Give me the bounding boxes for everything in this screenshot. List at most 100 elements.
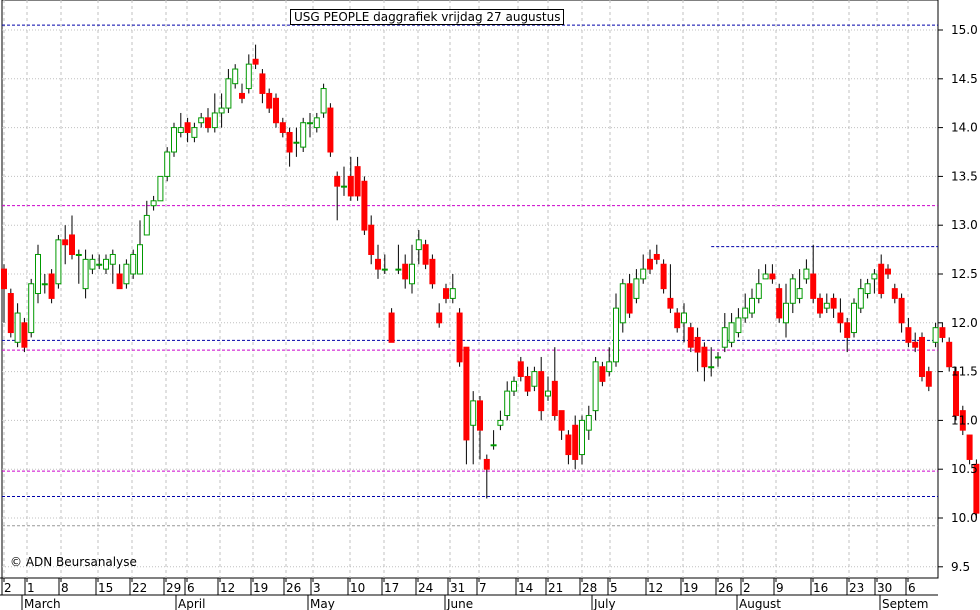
candle-body-down bbox=[647, 258, 653, 270]
candle-body-up bbox=[341, 185, 347, 188]
candle-body-down bbox=[912, 341, 919, 348]
candle-body-up bbox=[395, 268, 402, 271]
y-tick-label: 14.5 bbox=[951, 72, 978, 86]
candle-body-down bbox=[973, 463, 980, 514]
x-tick-label: 26 bbox=[718, 581, 733, 595]
x-tick-label: 8 bbox=[61, 581, 69, 595]
candle-body-down bbox=[368, 224, 375, 255]
candle-body-up bbox=[633, 278, 640, 299]
candle-body-up bbox=[504, 390, 511, 417]
x-tick-label: 22 bbox=[132, 581, 147, 595]
candle-body-up bbox=[55, 239, 62, 285]
x-tick-label: 12 bbox=[648, 581, 663, 595]
candle-body-up bbox=[871, 273, 878, 280]
x-tick-label: 10 bbox=[350, 581, 365, 595]
candle-body-down bbox=[375, 258, 381, 270]
candle-body-up bbox=[177, 127, 184, 133]
candle-body-up bbox=[715, 356, 721, 359]
candle-body-up bbox=[796, 288, 803, 299]
y-tick-label: 10.0 bbox=[951, 511, 978, 525]
candle-body-up bbox=[75, 253, 82, 256]
candle-body-down bbox=[21, 322, 28, 348]
candle-body-up bbox=[89, 258, 96, 270]
candle-body-up bbox=[130, 253, 137, 275]
candle-body-down bbox=[116, 273, 123, 290]
candle-body-down bbox=[844, 322, 851, 338]
candle-body-down bbox=[810, 273, 817, 299]
candle-body-down bbox=[817, 297, 823, 314]
candle-body-down bbox=[674, 312, 681, 329]
candle-body-down bbox=[456, 312, 463, 363]
candle-body-up bbox=[232, 68, 239, 85]
candle-body-down bbox=[565, 434, 572, 456]
candle-body-down bbox=[837, 312, 844, 324]
x-tick-label: 28 bbox=[582, 581, 597, 595]
candle-body-down bbox=[898, 297, 905, 324]
candles bbox=[1, 44, 980, 518]
x-tick-label: 29 bbox=[166, 581, 181, 595]
y-tick-label: 15.0 bbox=[951, 23, 978, 37]
month-label: August bbox=[739, 597, 781, 610]
candle-body-up bbox=[823, 302, 830, 309]
candle-body-up bbox=[932, 327, 939, 343]
candle-body-up bbox=[218, 107, 225, 114]
candle-body-up bbox=[164, 151, 171, 177]
candle-body-down bbox=[239, 92, 245, 99]
candle-body-down bbox=[402, 263, 409, 280]
month-label: June bbox=[446, 597, 473, 610]
candle-body-down bbox=[694, 336, 701, 353]
x-tick-label: 14 bbox=[518, 581, 533, 595]
candle-body-up bbox=[749, 297, 755, 314]
candle-body-up bbox=[497, 419, 504, 426]
candle-body-down bbox=[436, 312, 443, 324]
y-tick-label: 13.0 bbox=[951, 218, 978, 232]
candle-body-down bbox=[919, 336, 925, 377]
candle-body-up bbox=[592, 361, 599, 412]
candle-body-up bbox=[803, 268, 810, 280]
candle-body-down bbox=[252, 58, 259, 65]
candle-body-up bbox=[409, 263, 415, 285]
candle-body-down bbox=[660, 263, 667, 290]
candle-body-up bbox=[143, 214, 150, 236]
candle-body-up bbox=[150, 200, 157, 207]
candle-body-up bbox=[123, 263, 130, 285]
candle-body-up bbox=[531, 371, 538, 387]
candle-body-down bbox=[946, 341, 953, 368]
candle-body-down bbox=[776, 288, 783, 319]
x-tick-label: 9 bbox=[776, 581, 784, 595]
x-tick-label: 2 bbox=[4, 581, 12, 595]
candle-body-up bbox=[735, 317, 742, 334]
candle-body-up bbox=[857, 288, 864, 309]
candle-body-up bbox=[171, 127, 177, 153]
x-tick-label: 23 bbox=[849, 581, 864, 595]
y-tick-label: 13.5 bbox=[951, 169, 978, 183]
candle-body-up bbox=[381, 268, 388, 271]
candle-body-down bbox=[184, 122, 191, 133]
candle-body-up bbox=[300, 122, 307, 148]
candle-body-up bbox=[762, 273, 769, 280]
x-tick-label: 1 bbox=[27, 581, 35, 595]
candle-body-down bbox=[69, 234, 75, 255]
candle-body-down bbox=[443, 288, 449, 299]
candle-body-up bbox=[415, 239, 422, 251]
candle-body-down bbox=[524, 375, 531, 392]
y-tick-label: 11.0 bbox=[951, 413, 978, 427]
candle-body-down bbox=[878, 263, 885, 295]
candle-body-up bbox=[245, 63, 252, 90]
candle-body-up bbox=[28, 283, 35, 334]
x-tick-label: 21 bbox=[548, 581, 563, 595]
candle-body-up bbox=[293, 141, 300, 144]
y-axis: 9.5 10.0 10.5 11.0 11.5 12.0 12.5 13.0 13.5 14.0 1… bbox=[938, 23, 978, 574]
candle-body-down bbox=[62, 239, 69, 246]
candle-body-down bbox=[483, 458, 490, 470]
candle-body-up bbox=[320, 88, 327, 114]
chart-title: USG PEOPLE daggrafiek vrijdag 27 augustu… bbox=[290, 9, 565, 25]
candle-body-down bbox=[477, 400, 483, 431]
candle-body-up bbox=[579, 419, 585, 456]
candle-body-up bbox=[35, 253, 41, 295]
candle-body-up bbox=[14, 312, 21, 343]
candle-body-down bbox=[572, 424, 579, 460]
candle-body-down bbox=[551, 380, 558, 417]
candle-body-up bbox=[137, 244, 143, 275]
candle-body-down bbox=[830, 297, 837, 309]
